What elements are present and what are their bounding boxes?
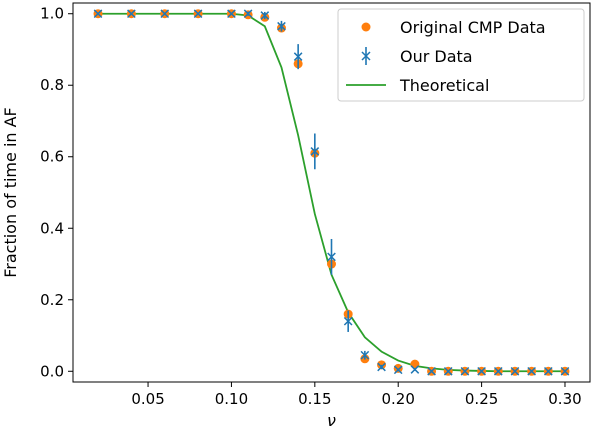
legend-entry-original: Original CMP Data <box>361 18 546 37</box>
our-data-point <box>260 11 270 20</box>
our-data-point <box>193 9 203 19</box>
our-data-point <box>277 20 286 32</box>
x-marker <box>543 366 553 376</box>
our-data-point <box>410 365 420 374</box>
x-marker <box>343 316 353 326</box>
x-marker <box>360 350 370 360</box>
our-data-point <box>427 366 436 376</box>
y-axis-label: Fraction of time in AF <box>1 107 20 278</box>
x-marker <box>193 9 203 19</box>
x-marker <box>327 252 336 262</box>
x-marker <box>277 21 286 31</box>
our-data-point <box>127 9 136 19</box>
our-data-point <box>460 366 470 376</box>
legend-marker-original <box>361 22 371 32</box>
legend-marker-ours <box>361 51 371 61</box>
y-axis: 0.0 0.2 0.4 0.6 0.8 1.0 <box>40 5 73 380</box>
x-tick-label: 0.25 <box>465 390 498 408</box>
legend-entry-ours: Our Data <box>361 47 473 66</box>
plot-marks <box>93 9 570 376</box>
x-tick-label: 0.15 <box>298 390 331 408</box>
our-data-point <box>327 238 336 275</box>
our-data-point <box>493 366 503 376</box>
our-data-point <box>160 9 170 19</box>
x-marker <box>410 365 420 374</box>
y-tick-label: 0.8 <box>40 76 64 94</box>
x-marker <box>227 9 236 19</box>
x-marker <box>160 9 170 19</box>
x-marker <box>493 366 503 376</box>
legend: Original CMP Data Our Data Theoretical <box>337 8 585 102</box>
our-data-point <box>360 350 370 360</box>
our-data-point <box>93 9 103 19</box>
x-axis: 0.05 0.10 0.15 0.20 0.25 0.30 <box>131 382 582 408</box>
our-data-point <box>310 133 320 170</box>
our-data-point <box>377 362 386 372</box>
our-data-point <box>527 366 536 376</box>
our-data-point <box>227 9 236 19</box>
our-data-point <box>343 310 353 332</box>
x-tick-label: 0.30 <box>548 390 581 408</box>
our-data-point <box>560 366 570 376</box>
legend-label-original: Original CMP Data <box>400 18 546 37</box>
x-marker <box>243 9 253 19</box>
x-marker <box>443 366 453 376</box>
x-tick-label: 0.05 <box>131 390 164 408</box>
legend-label-theoretical: Theoretical <box>399 76 489 95</box>
x-tick-label: 0.10 <box>215 390 248 408</box>
y-tick-label: 0.6 <box>40 148 64 166</box>
x-marker <box>127 9 136 19</box>
our-data-point <box>243 9 253 19</box>
legend-label-ours: Our Data <box>400 47 473 66</box>
x-marker <box>310 147 320 156</box>
y-tick-label: 1.0 <box>40 5 64 23</box>
our-data-point <box>543 366 553 376</box>
legend-entry-theoretical: Theoretical <box>346 76 489 95</box>
plot-frame <box>72 2 591 383</box>
x-axis-label: ν <box>327 411 336 430</box>
x-marker <box>293 52 303 61</box>
x-marker <box>477 366 486 376</box>
x-marker <box>93 9 103 19</box>
x-marker <box>510 366 520 376</box>
x-tick-label: 0.20 <box>382 390 415 408</box>
x-marker <box>260 11 270 20</box>
x-marker <box>560 366 570 376</box>
x-marker <box>427 366 436 376</box>
y-tick-label: 0.4 <box>40 219 64 237</box>
our-data-point <box>510 366 520 376</box>
our-data-point <box>393 365 403 375</box>
y-tick-label: 0.2 <box>40 291 64 309</box>
x-marker <box>377 362 386 372</box>
legend-box <box>337 8 585 102</box>
x-marker <box>527 366 536 376</box>
our-data-point <box>443 366 453 376</box>
x-marker <box>393 365 403 375</box>
y-tick-label: 0.0 <box>40 362 64 380</box>
x-marker <box>460 366 470 376</box>
our-data-point <box>293 44 303 70</box>
our-data-point <box>477 366 486 376</box>
